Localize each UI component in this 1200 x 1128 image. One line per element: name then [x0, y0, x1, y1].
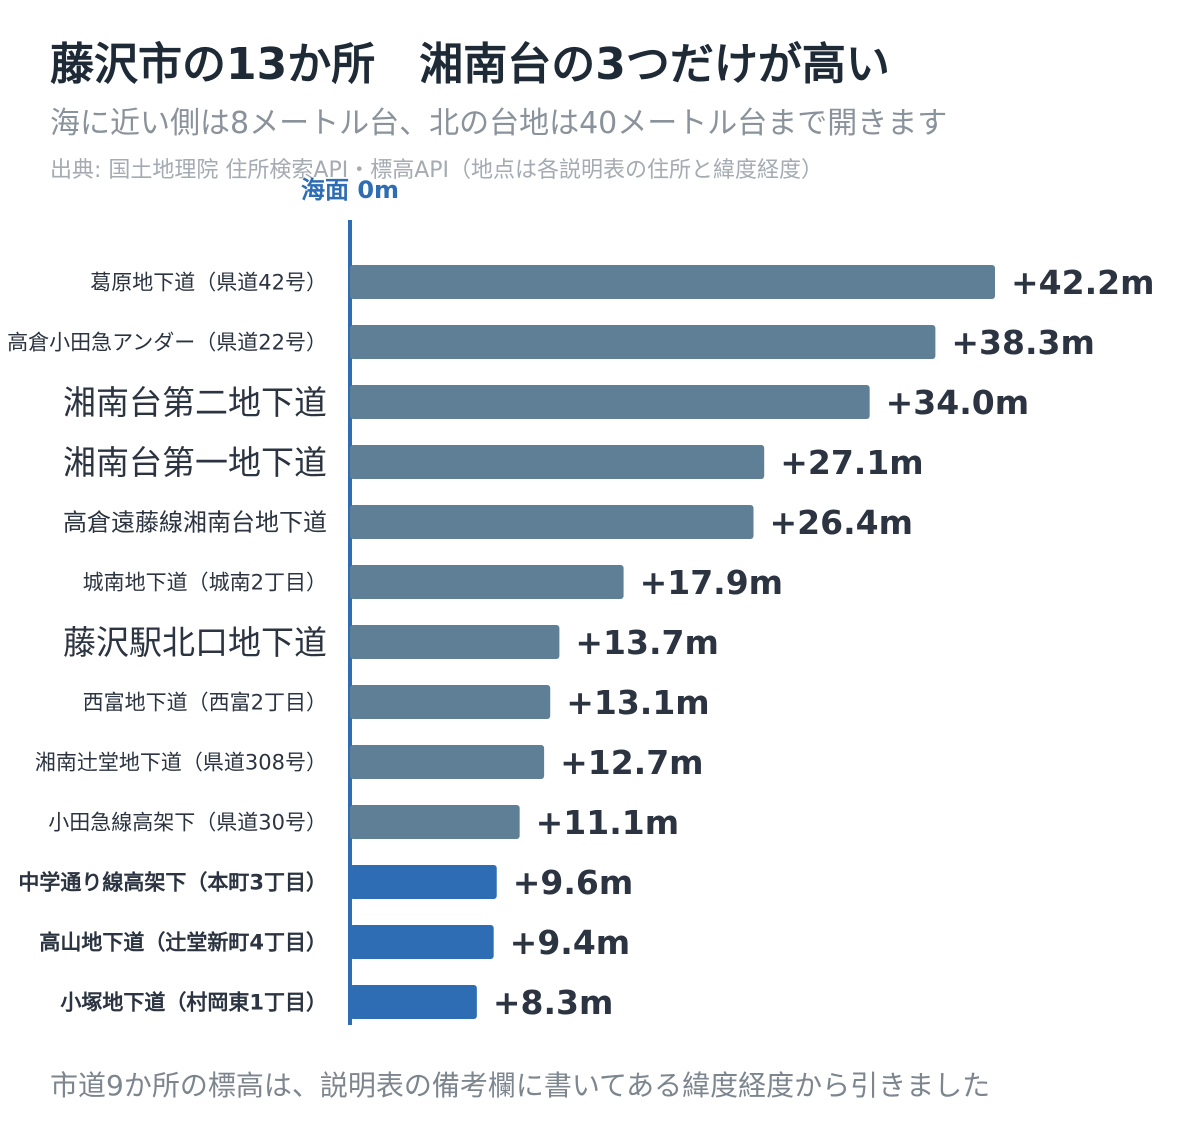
category-label: 葛原地下道（県道42号） [90, 271, 327, 295]
chart-source: 出典: 国土地理院 住所検索API・標高API（地点は各説明表の住所と緯度経度） [50, 158, 824, 183]
bar [350, 805, 520, 839]
bar-chart: 海面 0m 葛原地下道（県道42号） +42.2m 高倉小田急アンダー（県道22号） +… [7, 176, 1154, 1025]
category-label: 城南地下道（城南2丁目） [83, 571, 327, 595]
bar [350, 745, 545, 779]
bar [350, 985, 477, 1019]
value-label: +17.9m [640, 563, 783, 602]
bar [350, 265, 995, 299]
category-label: 湘南台第一地下道 [63, 443, 327, 482]
category-label: 湘南辻堂地下道（県道308号） [35, 751, 327, 775]
value-label: +8.3m [493, 983, 614, 1022]
bar [350, 625, 560, 659]
value-label: +38.3m [951, 323, 1094, 362]
chart-title: 藤沢市の13か所 湘南台の3つだけが高い [50, 39, 890, 90]
category-label: 西富地下道（西富2丁目） [83, 691, 327, 715]
value-label: +26.4m [770, 503, 913, 542]
chart-subtitle: 海に近い側は8メートル台、北の台地は40メートル台まで開きます [50, 106, 948, 141]
value-label: +34.0m [886, 383, 1029, 422]
bar [350, 325, 936, 359]
category-label: 高山地下道（辻堂新町4丁目） [39, 931, 327, 955]
bar [350, 445, 765, 479]
value-label: +11.1m [536, 803, 679, 842]
bar [350, 925, 494, 959]
value-label: +42.2m [1011, 263, 1154, 302]
value-label: +9.4m [510, 923, 631, 962]
category-label: 高倉遠藤線湘南台地下道 [63, 509, 327, 537]
value-label: +12.7m [560, 743, 703, 782]
category-label: 高倉小田急アンダー（県道22号） [7, 331, 327, 355]
value-label: +13.7m [575, 623, 718, 662]
bar [350, 685, 551, 719]
chart-footnote: 市道9か所の標高は、説明表の備考欄に書いてある緯度経度から引きました [50, 1069, 991, 1102]
category-label: 湘南台第二地下道 [63, 383, 327, 422]
bar [350, 385, 870, 419]
value-label: +13.1m [566, 683, 709, 722]
bar [350, 865, 497, 899]
bar [350, 565, 624, 599]
category-label: 藤沢駅北口地下道 [63, 623, 327, 662]
category-label: 小塚地下道（村岡東1丁目） [60, 991, 327, 1015]
category-label: 中学通り線高架下（本町3丁目） [18, 871, 327, 895]
category-label: 小田急線高架下（県道30号） [48, 811, 327, 835]
bar [350, 505, 754, 539]
value-label: +27.1m [780, 443, 923, 482]
value-label: +9.6m [513, 863, 634, 902]
axis-label: 海面 0m [301, 176, 399, 204]
